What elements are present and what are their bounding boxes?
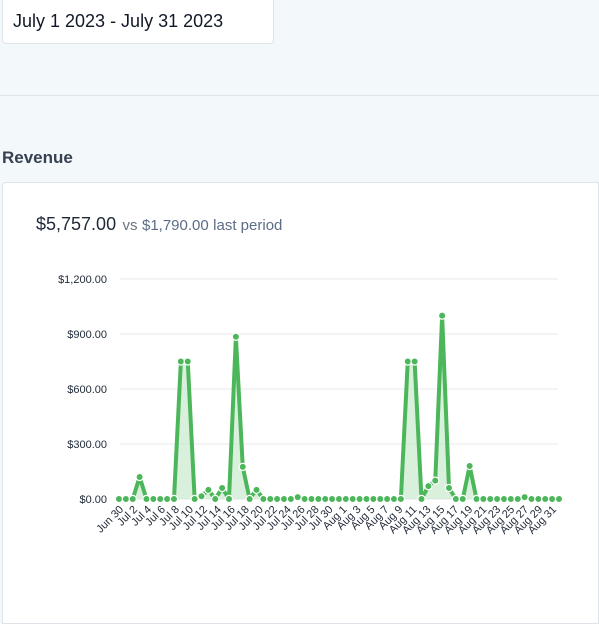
data-point[interactable] [424,481,433,491]
section-divider [0,95,599,96]
data-point[interactable] [369,494,378,504]
data-point[interactable] [506,494,516,504]
data-point[interactable] [534,494,543,504]
data-point[interactable] [362,494,371,504]
data-point[interactable] [472,494,481,504]
data-point[interactable] [169,494,179,504]
data-point[interactable] [300,494,309,504]
data-point[interactable] [520,492,529,502]
data-point[interactable] [431,476,440,485]
section-title: Revenue [2,148,73,167]
data-point[interactable] [252,485,261,495]
data-point[interactable] [128,494,137,504]
data-point[interactable] [272,494,282,504]
y-tick-label: $300.00 [67,439,107,451]
data-point[interactable] [259,494,268,504]
revenue-summary: $5,757.00 vs $1,790.00 last period [36,214,282,235]
vs-label: vs [122,217,138,234]
data-point[interactable] [513,494,522,504]
data-point[interactable] [444,483,454,493]
data-point[interactable] [465,461,474,471]
data-point[interactable] [334,494,344,504]
data-point[interactable] [327,494,337,504]
previous-revenue: $1,790.00 [141,217,209,234]
data-point[interactable] [238,462,247,472]
y-tick-label: $600.00 [67,384,107,396]
data-point[interactable] [293,492,302,502]
data-point[interactable] [417,494,426,504]
data-point[interactable] [183,357,192,366]
data-point[interactable] [479,494,488,504]
revenue-area [119,315,559,499]
data-point[interactable] [348,494,357,504]
data-point[interactable] [190,494,199,504]
data-point[interactable] [121,494,131,504]
data-point[interactable] [156,494,165,504]
data-point[interactable] [410,357,419,366]
y-tick-label: $1,200.00 [58,274,107,286]
data-point[interactable] [541,494,550,504]
y-tick-label: $900.00 [67,329,107,341]
data-point[interactable] [396,494,406,504]
date-range-picker[interactable]: July 1 2023 - July 31 2023 [2,0,274,44]
data-point[interactable] [437,311,447,320]
data-point[interactable] [382,494,392,504]
data-point[interactable] [314,494,323,504]
data-point[interactable] [245,494,254,504]
data-point[interactable] [211,494,220,504]
data-point[interactable] [135,472,144,482]
data-point[interactable] [286,494,296,504]
data-point[interactable] [403,357,412,366]
data-point[interactable] [321,494,330,504]
data-point[interactable] [527,494,536,504]
data-point[interactable] [204,485,213,495]
current-revenue: $5,757.00 [36,214,117,234]
data-point[interactable] [307,494,316,504]
data-point[interactable] [162,494,172,504]
data-point[interactable] [486,494,495,504]
data-point[interactable] [554,494,564,504]
data-point[interactable] [547,494,557,504]
data-point[interactable] [176,357,186,366]
data-point[interactable] [149,494,158,504]
data-point[interactable] [231,332,241,341]
data-point[interactable] [217,483,227,493]
data-point[interactable] [266,494,275,504]
y-tick-label: $0.00 [79,494,107,506]
data-point[interactable] [142,494,151,504]
date-range-value: July 1 2023 - July 31 2023 [13,11,224,31]
data-point[interactable] [458,494,467,504]
data-point[interactable] [114,494,124,504]
data-point[interactable] [341,494,351,504]
data-point[interactable] [376,494,385,504]
data-point[interactable] [451,494,461,504]
revenue-card: $5,757.00 vs $1,790.00 last period $0.00… [2,182,599,624]
data-point[interactable] [224,494,234,504]
data-point[interactable] [355,494,364,504]
previous-period-label: last period [213,217,283,234]
data-point[interactable] [499,494,509,504]
data-point[interactable] [279,494,289,504]
data-point[interactable] [389,494,399,504]
data-point[interactable] [492,494,502,504]
data-point[interactable] [197,492,206,501]
